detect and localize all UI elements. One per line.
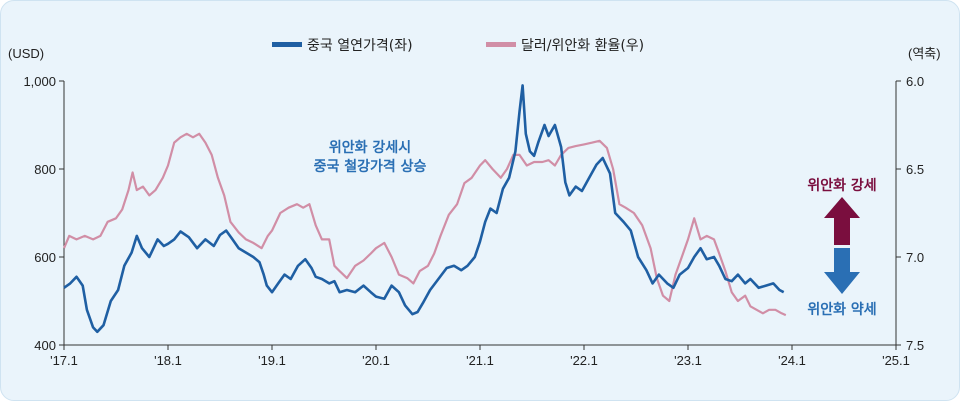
x-tick-label: '21.1 [466,353,494,368]
annotation-line-1: 위안화 강세시 [329,139,411,156]
legend-label-steel: 중국 열연가격(좌) [307,38,413,54]
x-tick-label: '22.1 [570,353,598,368]
right-tick-label: 6.0 [906,74,924,89]
series-line-steel-price [63,84,785,334]
annotation-weak: 위안화 약세 [807,301,876,318]
left-tick-label: 800 [34,162,56,177]
right-tick-label: 7.5 [906,338,924,353]
x-axis-ticks: '17.1 '18.1 '19.1 '20.1 '21.1 '22.1 '23.1 '24.1… [50,345,910,368]
right-axis-unit: (역축) [908,46,941,61]
left-tick-label: 1,000 [23,74,56,89]
legend-swatch-steel [272,42,302,47]
x-tick-label: '23.1 [674,353,702,368]
left-tick-label: 400 [34,338,56,353]
annotation-line-2: 중국 철강가격 상승 [314,158,427,175]
x-tick-label: '17.1 [50,353,78,368]
left-axis-ticks: 1,000 800 600 400 [23,74,64,353]
left-tick-label: 600 [34,250,56,265]
right-tick-label: 6.5 [906,162,924,177]
series-line-fx-rate [62,132,787,317]
arrow-down-icon [824,248,860,294]
x-tick-label: '20.1 [362,353,390,368]
arrow-up-icon [824,197,860,245]
x-tick-label: '19.1 [258,353,286,368]
annotation-strong: 위안화 강세 [807,177,876,194]
x-tick-label: '25.1 [882,353,910,368]
right-axis-ticks: 6.0 6.5 7.0 7.5 [896,74,924,353]
legend-swatch-fx [486,42,516,47]
x-tick-label: '24.1 [778,353,806,368]
legend-label-fx: 달러/위안화 환율(우) [521,38,644,54]
left-axis-unit: (USD) [8,46,44,61]
right-tick-label: 7.0 [906,250,924,265]
x-tick-label: '18.1 [154,353,182,368]
axes [63,81,897,346]
